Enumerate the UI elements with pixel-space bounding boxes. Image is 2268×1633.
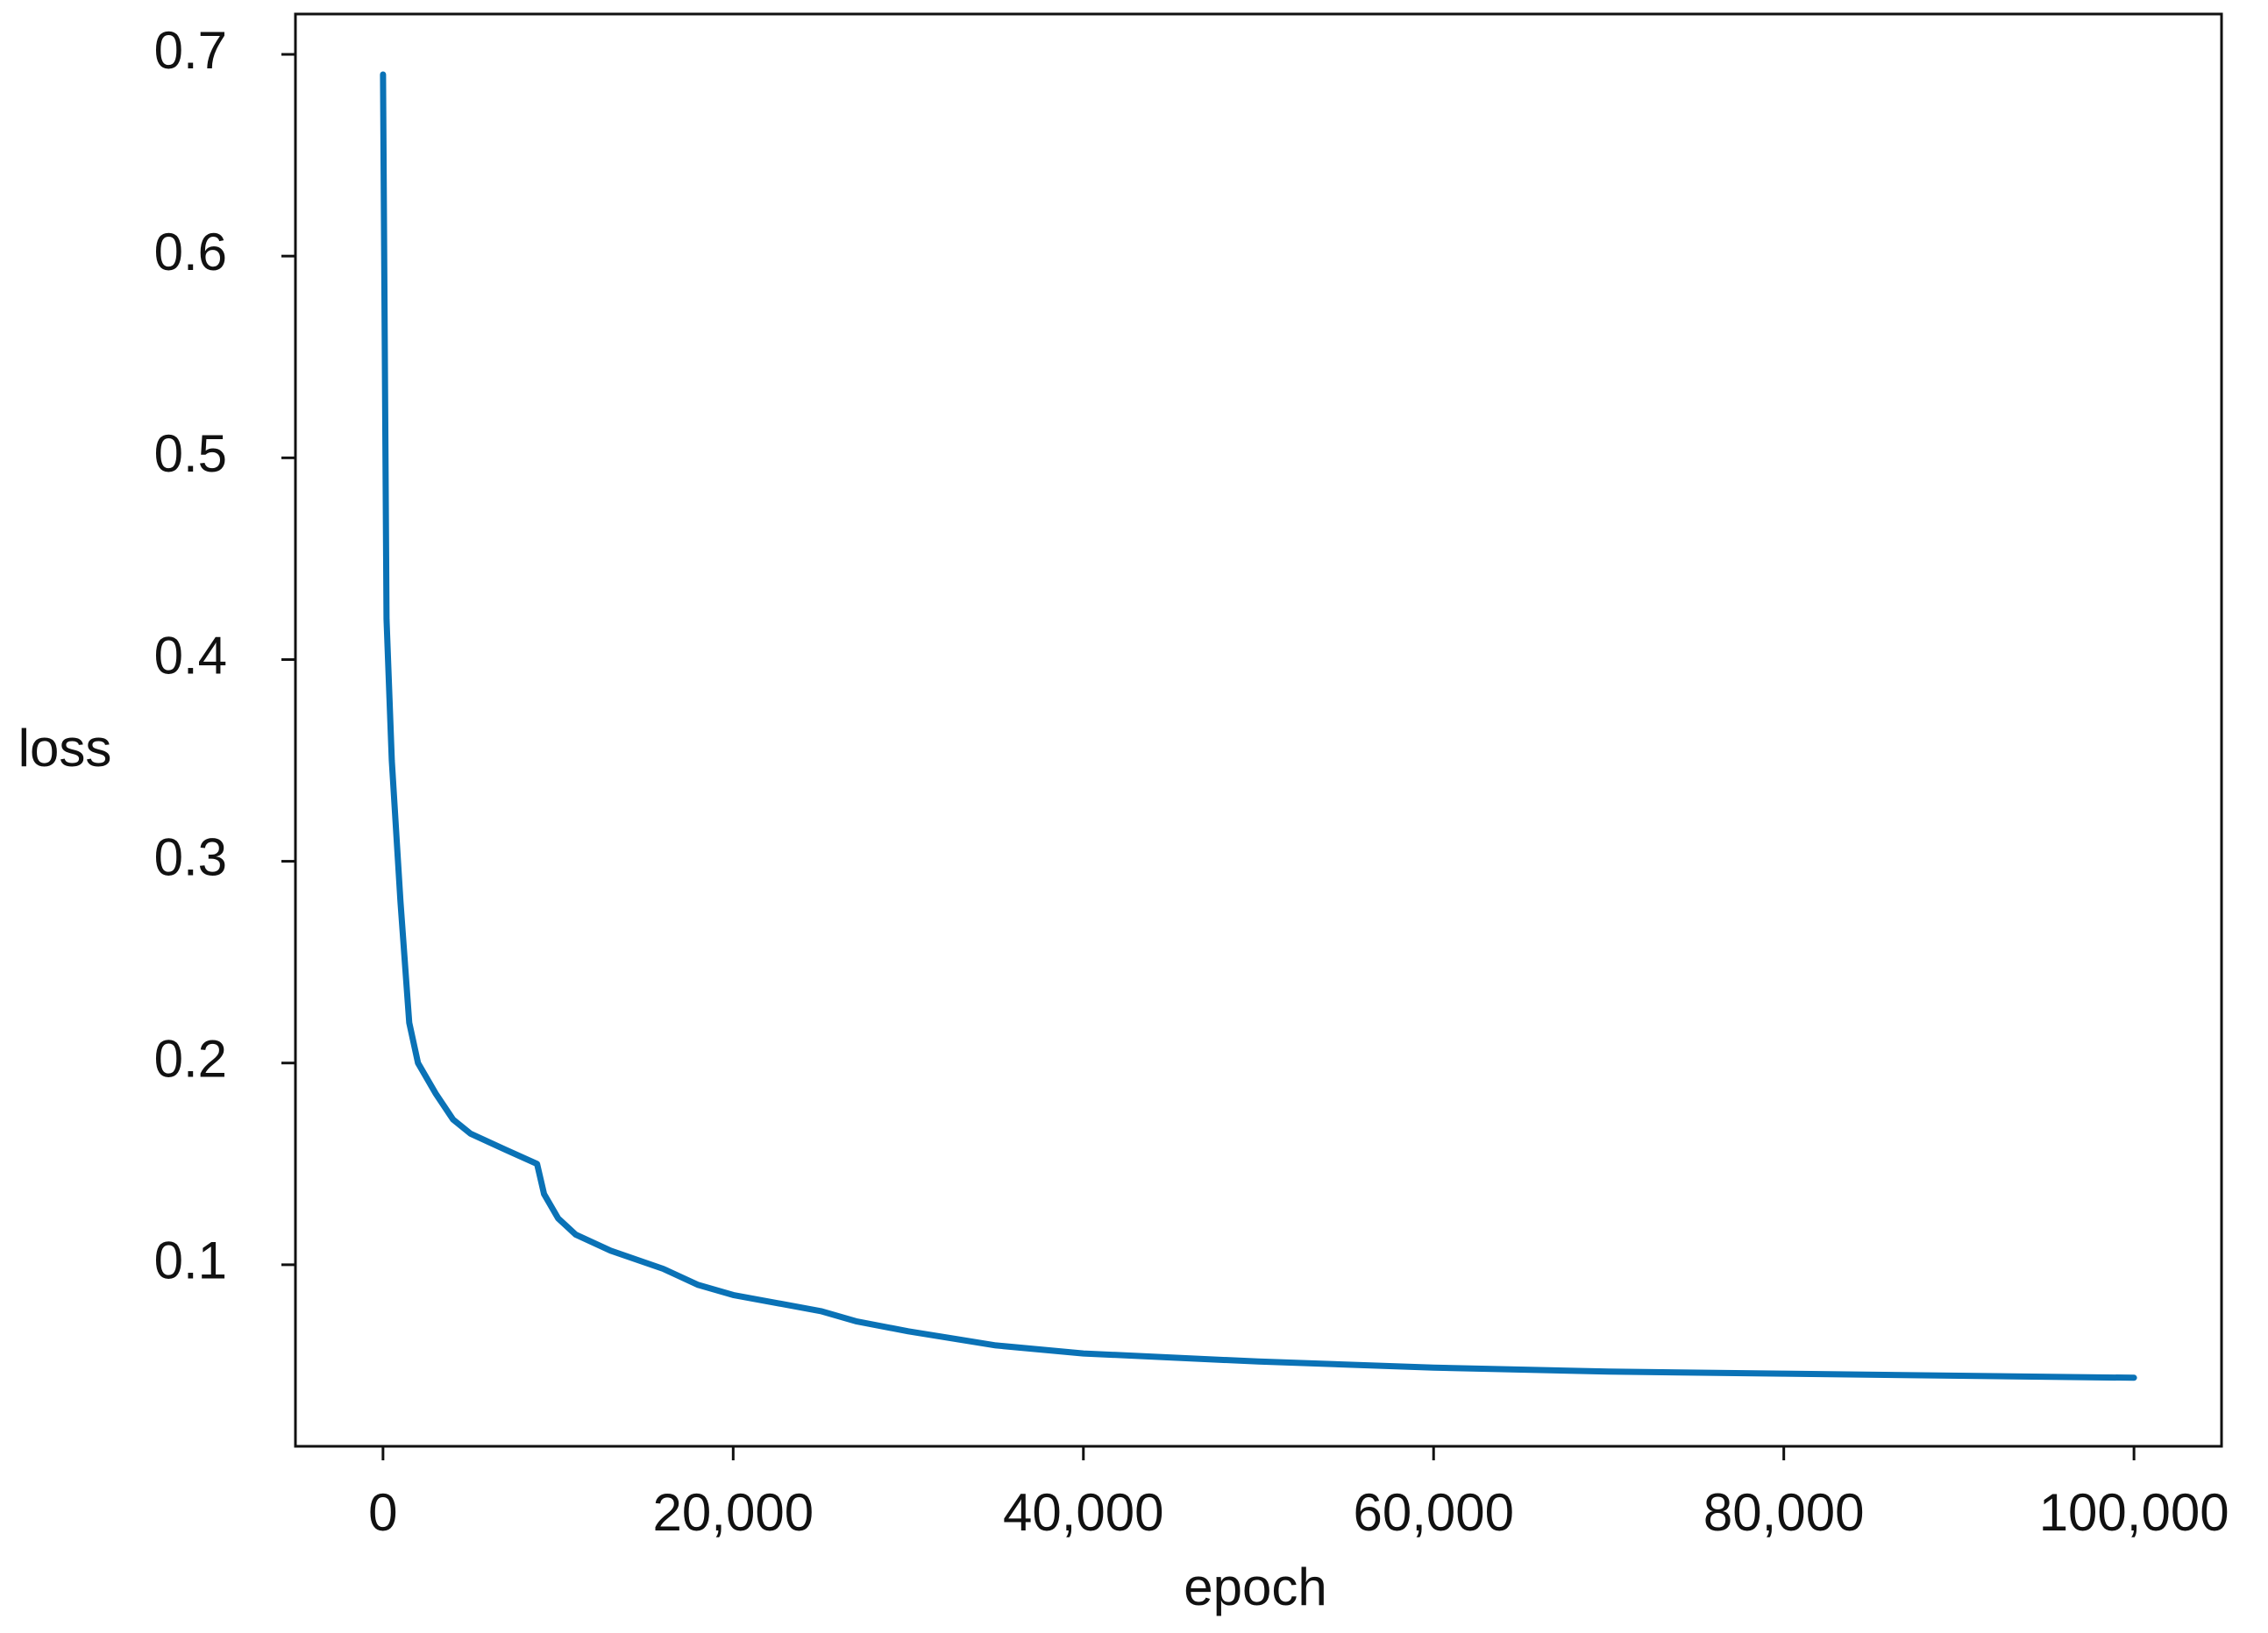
x-tick-label: 20,000 xyxy=(653,1483,814,1542)
x-tick-label: 0 xyxy=(368,1483,397,1542)
y-tick-label: 0.1 xyxy=(154,1232,227,1290)
plot-frame xyxy=(294,12,2223,1448)
y-tick-label: 0.5 xyxy=(154,424,227,483)
x-axis-label: epoch xyxy=(1184,1558,1326,1616)
loss-line xyxy=(380,71,2137,1381)
y-tick-label: 0.7 xyxy=(154,21,227,80)
x-tick-label: 60,000 xyxy=(1353,1483,1514,1542)
y-tick-label: 0.6 xyxy=(154,223,227,281)
y-tick-label: 0.3 xyxy=(154,827,227,886)
x-tick-label: 40,000 xyxy=(1003,1483,1164,1542)
y-tick-label: 0.4 xyxy=(154,626,227,685)
y-axis-label: loss xyxy=(18,719,112,777)
y-tick-label: 0.2 xyxy=(154,1030,227,1089)
x-tick-label: 100,000 xyxy=(2039,1483,2229,1542)
x-tick-label: 80,000 xyxy=(1703,1483,1865,1542)
